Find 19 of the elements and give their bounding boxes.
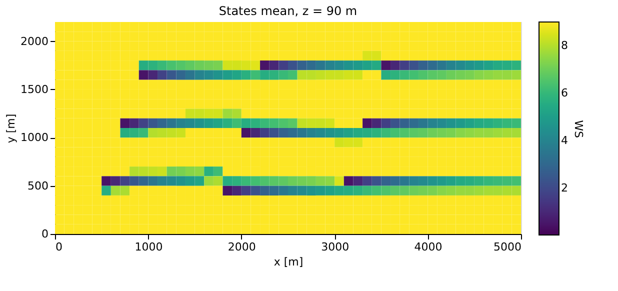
x-tick-label: 3000	[321, 240, 350, 254]
chart-title: States mean, z = 90 m	[218, 4, 358, 18]
color-bar-title: WS	[572, 120, 585, 138]
color-bar-label: 4	[561, 134, 568, 147]
color-bar-label: 2	[561, 182, 568, 195]
color-bar-label: 6	[561, 86, 568, 100]
color-bar-label: 8	[561, 38, 568, 52]
y-tick-label: 1000	[20, 131, 48, 144]
x-axis-title: x [m]	[274, 256, 304, 268]
x-tick-label: 1000	[134, 240, 163, 254]
y-tick-label: 0	[42, 228, 48, 240]
y-tick-label: 500	[28, 179, 48, 192]
x-tick-label: 2000	[228, 240, 256, 254]
y-axis-title: y [m]	[4, 114, 18, 144]
x-tick-label: 5000	[494, 240, 522, 254]
x-tick-label: 4000	[414, 240, 442, 254]
y-tick-label: 2000	[20, 34, 48, 48]
y-tick-label: 1500	[20, 82, 48, 96]
x-tick-label: 0	[56, 240, 62, 254]
